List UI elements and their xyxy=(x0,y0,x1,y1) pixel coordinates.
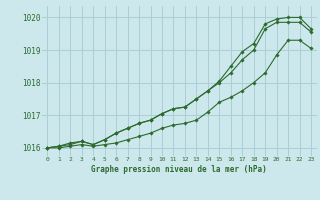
X-axis label: Graphe pression niveau de la mer (hPa): Graphe pression niveau de la mer (hPa) xyxy=(91,165,267,174)
